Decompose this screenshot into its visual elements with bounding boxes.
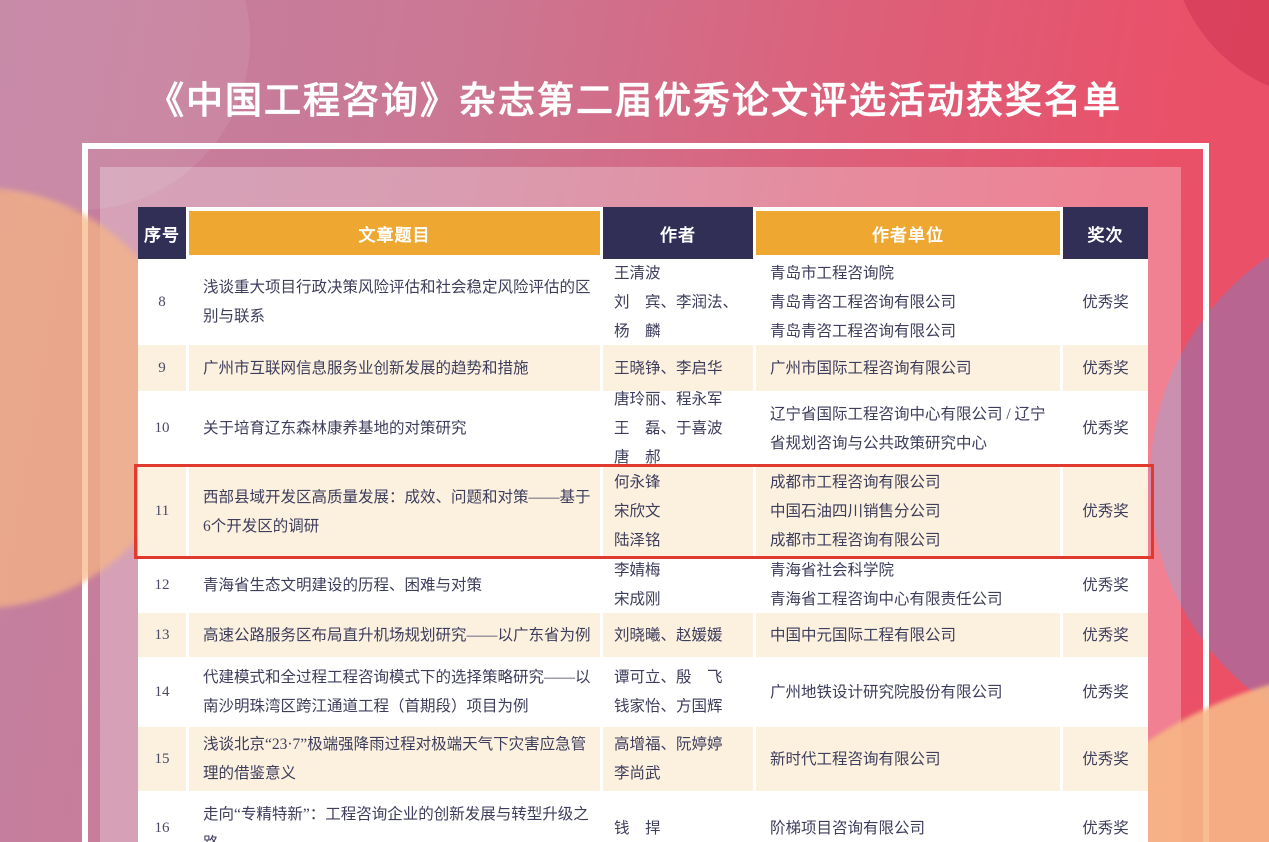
cell-authors: 唐玲丽、程永军王 磊、于喜波唐 郝	[603, 391, 753, 466]
table-row: 14 代建模式和全过程工程咨询模式下的选择策略研究——以南沙明珠湾区跨江通道工程…	[138, 657, 1148, 727]
cell-serial-number: 13	[138, 613, 186, 657]
cell-authors: 刘晓曦、赵媛媛	[603, 613, 753, 657]
cell-authors: 王清波刘 宾、李润法、杨 麟	[603, 259, 753, 345]
cell-authors: 何永锋 宋欣文 陆泽铭	[603, 466, 753, 557]
cell-serial-number: 9	[138, 345, 186, 391]
table-rows: 8 浅谈重大项目行政决策风险评估和社会稳定风险评估的区别与联系 王清波刘 宾、李…	[134, 259, 1154, 842]
column-header-serial-number: 序号	[138, 207, 186, 259]
cell-award: 优秀奖	[1063, 557, 1148, 613]
cell-article-title: 青海省生态文明建设的历程、困难与对策	[189, 557, 600, 613]
cell-article-title: 代建模式和全过程工程咨询模式下的选择策略研究——以南沙明珠湾区跨江通道工程（首期…	[189, 657, 600, 727]
table-header-row: 序号 文章题目 作者 作者单位 奖次	[138, 207, 1148, 259]
cell-article-title: 广州市互联网信息服务业创新发展的趋势和措施	[189, 345, 600, 391]
cell-serial-number: 8	[138, 259, 186, 345]
cell-article-title: 高速公路服务区布局直升机场规划研究——以广东省为例	[189, 613, 600, 657]
table-row: 9 广州市互联网信息服务业创新发展的趋势和措施 王晓铮、李启华 广州市国际工程咨…	[138, 345, 1148, 391]
cell-authors: 钱 捍	[603, 791, 753, 842]
cell-authors: 王晓铮、李启华	[603, 345, 753, 391]
cell-award: 优秀奖	[1063, 259, 1148, 345]
cell-serial-number: 14	[138, 657, 186, 727]
cell-organizations: 广州市国际工程咨询有限公司	[756, 345, 1060, 391]
page-title: 《中国工程咨询》杂志第二届优秀论文评选活动获奖名单	[147, 80, 1122, 121]
cell-serial-number: 11	[138, 466, 186, 557]
column-header-authors: 作者	[603, 207, 753, 259]
table-row: 10 关于培育辽东森林康养基地的对策研究 唐玲丽、程永军王 磊、于喜波唐 郝 辽…	[138, 391, 1148, 466]
table-row: 16 走向“专精特新”：工程咨询企业的创新发展与转型升级之路 钱 捍 阶梯项目咨…	[138, 791, 1148, 842]
cell-award: 优秀奖	[1063, 466, 1148, 557]
cell-article-title: 浅谈重大项目行政决策风险评估和社会稳定风险评估的区别与联系	[189, 259, 600, 345]
cell-award: 优秀奖	[1063, 345, 1148, 391]
cell-organizations: 新时代工程咨询有限公司	[756, 727, 1060, 791]
cell-authors: 谭可立、殷 飞钱家怡、方国辉	[603, 657, 753, 727]
cell-serial-number: 16	[138, 791, 186, 842]
cell-organizations: 青海省社会科学院 青海省工程咨询中心有限责任公司	[756, 557, 1060, 613]
cell-award: 优秀奖	[1063, 657, 1148, 727]
cell-organizations: 青岛市工程咨询院 青岛青咨工程咨询有限公司 青岛青咨工程咨询有限公司	[756, 259, 1060, 345]
cell-organizations: 辽宁省国际工程咨询中心有限公司 / 辽宁省规划咨询与公共政策研究中心	[756, 391, 1060, 466]
column-header-organizations: 作者单位	[756, 211, 1060, 255]
table-row: 8 浅谈重大项目行政决策风险评估和社会稳定风险评估的区别与联系 王清波刘 宾、李…	[138, 259, 1148, 345]
table-row: 13 高速公路服务区布局直升机场规划研究——以广东省为例 刘晓曦、赵媛媛 中国中…	[138, 613, 1148, 657]
cell-award: 优秀奖	[1063, 727, 1148, 791]
cell-award: 优秀奖	[1063, 613, 1148, 657]
cell-serial-number: 15	[138, 727, 186, 791]
cell-article-title: 走向“专精特新”：工程咨询企业的创新发展与转型升级之路	[189, 791, 600, 842]
cell-article-title: 浅谈北京“23·7”极端强降雨过程对极端天气下灾害应急管理的借鉴意义	[189, 727, 600, 791]
cell-article-title: 西部县域开发区高质量发展：成效、问题和对策——基于6个开发区的调研	[189, 466, 600, 557]
cell-award: 优秀奖	[1063, 391, 1148, 466]
table-row: 12 青海省生态文明建设的历程、困难与对策 李婧梅 宋成刚 青海省社会科学院 青海省…	[138, 557, 1148, 613]
cell-organizations: 成都市工程咨询有限公司 中国石油四川销售分公司 成都市工程咨询有限公司	[756, 466, 1060, 557]
cell-organizations: 广州地铁设计研究院股份有限公司	[756, 657, 1060, 727]
column-header-article-title: 文章题目	[189, 211, 600, 255]
cell-article-title: 关于培育辽东森林康养基地的对策研究	[189, 391, 600, 466]
awards-table: 序号 文章题目 作者 作者单位 奖次 8 浅谈重大项目行政决策风险评估和社会稳定…	[134, 207, 1154, 842]
cell-organizations: 阶梯项目咨询有限公司	[756, 791, 1060, 842]
cell-authors: 高增福、阮婷婷 李尚武	[603, 727, 753, 791]
table-row: 11 西部县域开发区高质量发展：成效、问题和对策——基于6个开发区的调研 何永锋…	[134, 464, 1154, 559]
table-row: 15 浅谈北京“23·7”极端强降雨过程对极端天气下灾害应急管理的借鉴意义 高增…	[138, 727, 1148, 791]
cell-award: 优秀奖	[1063, 791, 1148, 842]
cell-organizations: 中国中元国际工程有限公司	[756, 613, 1060, 657]
column-header-award: 奖次	[1063, 207, 1148, 259]
cell-authors: 李婧梅 宋成刚	[603, 557, 753, 613]
cell-serial-number: 12	[138, 557, 186, 613]
cell-serial-number: 10	[138, 391, 186, 466]
